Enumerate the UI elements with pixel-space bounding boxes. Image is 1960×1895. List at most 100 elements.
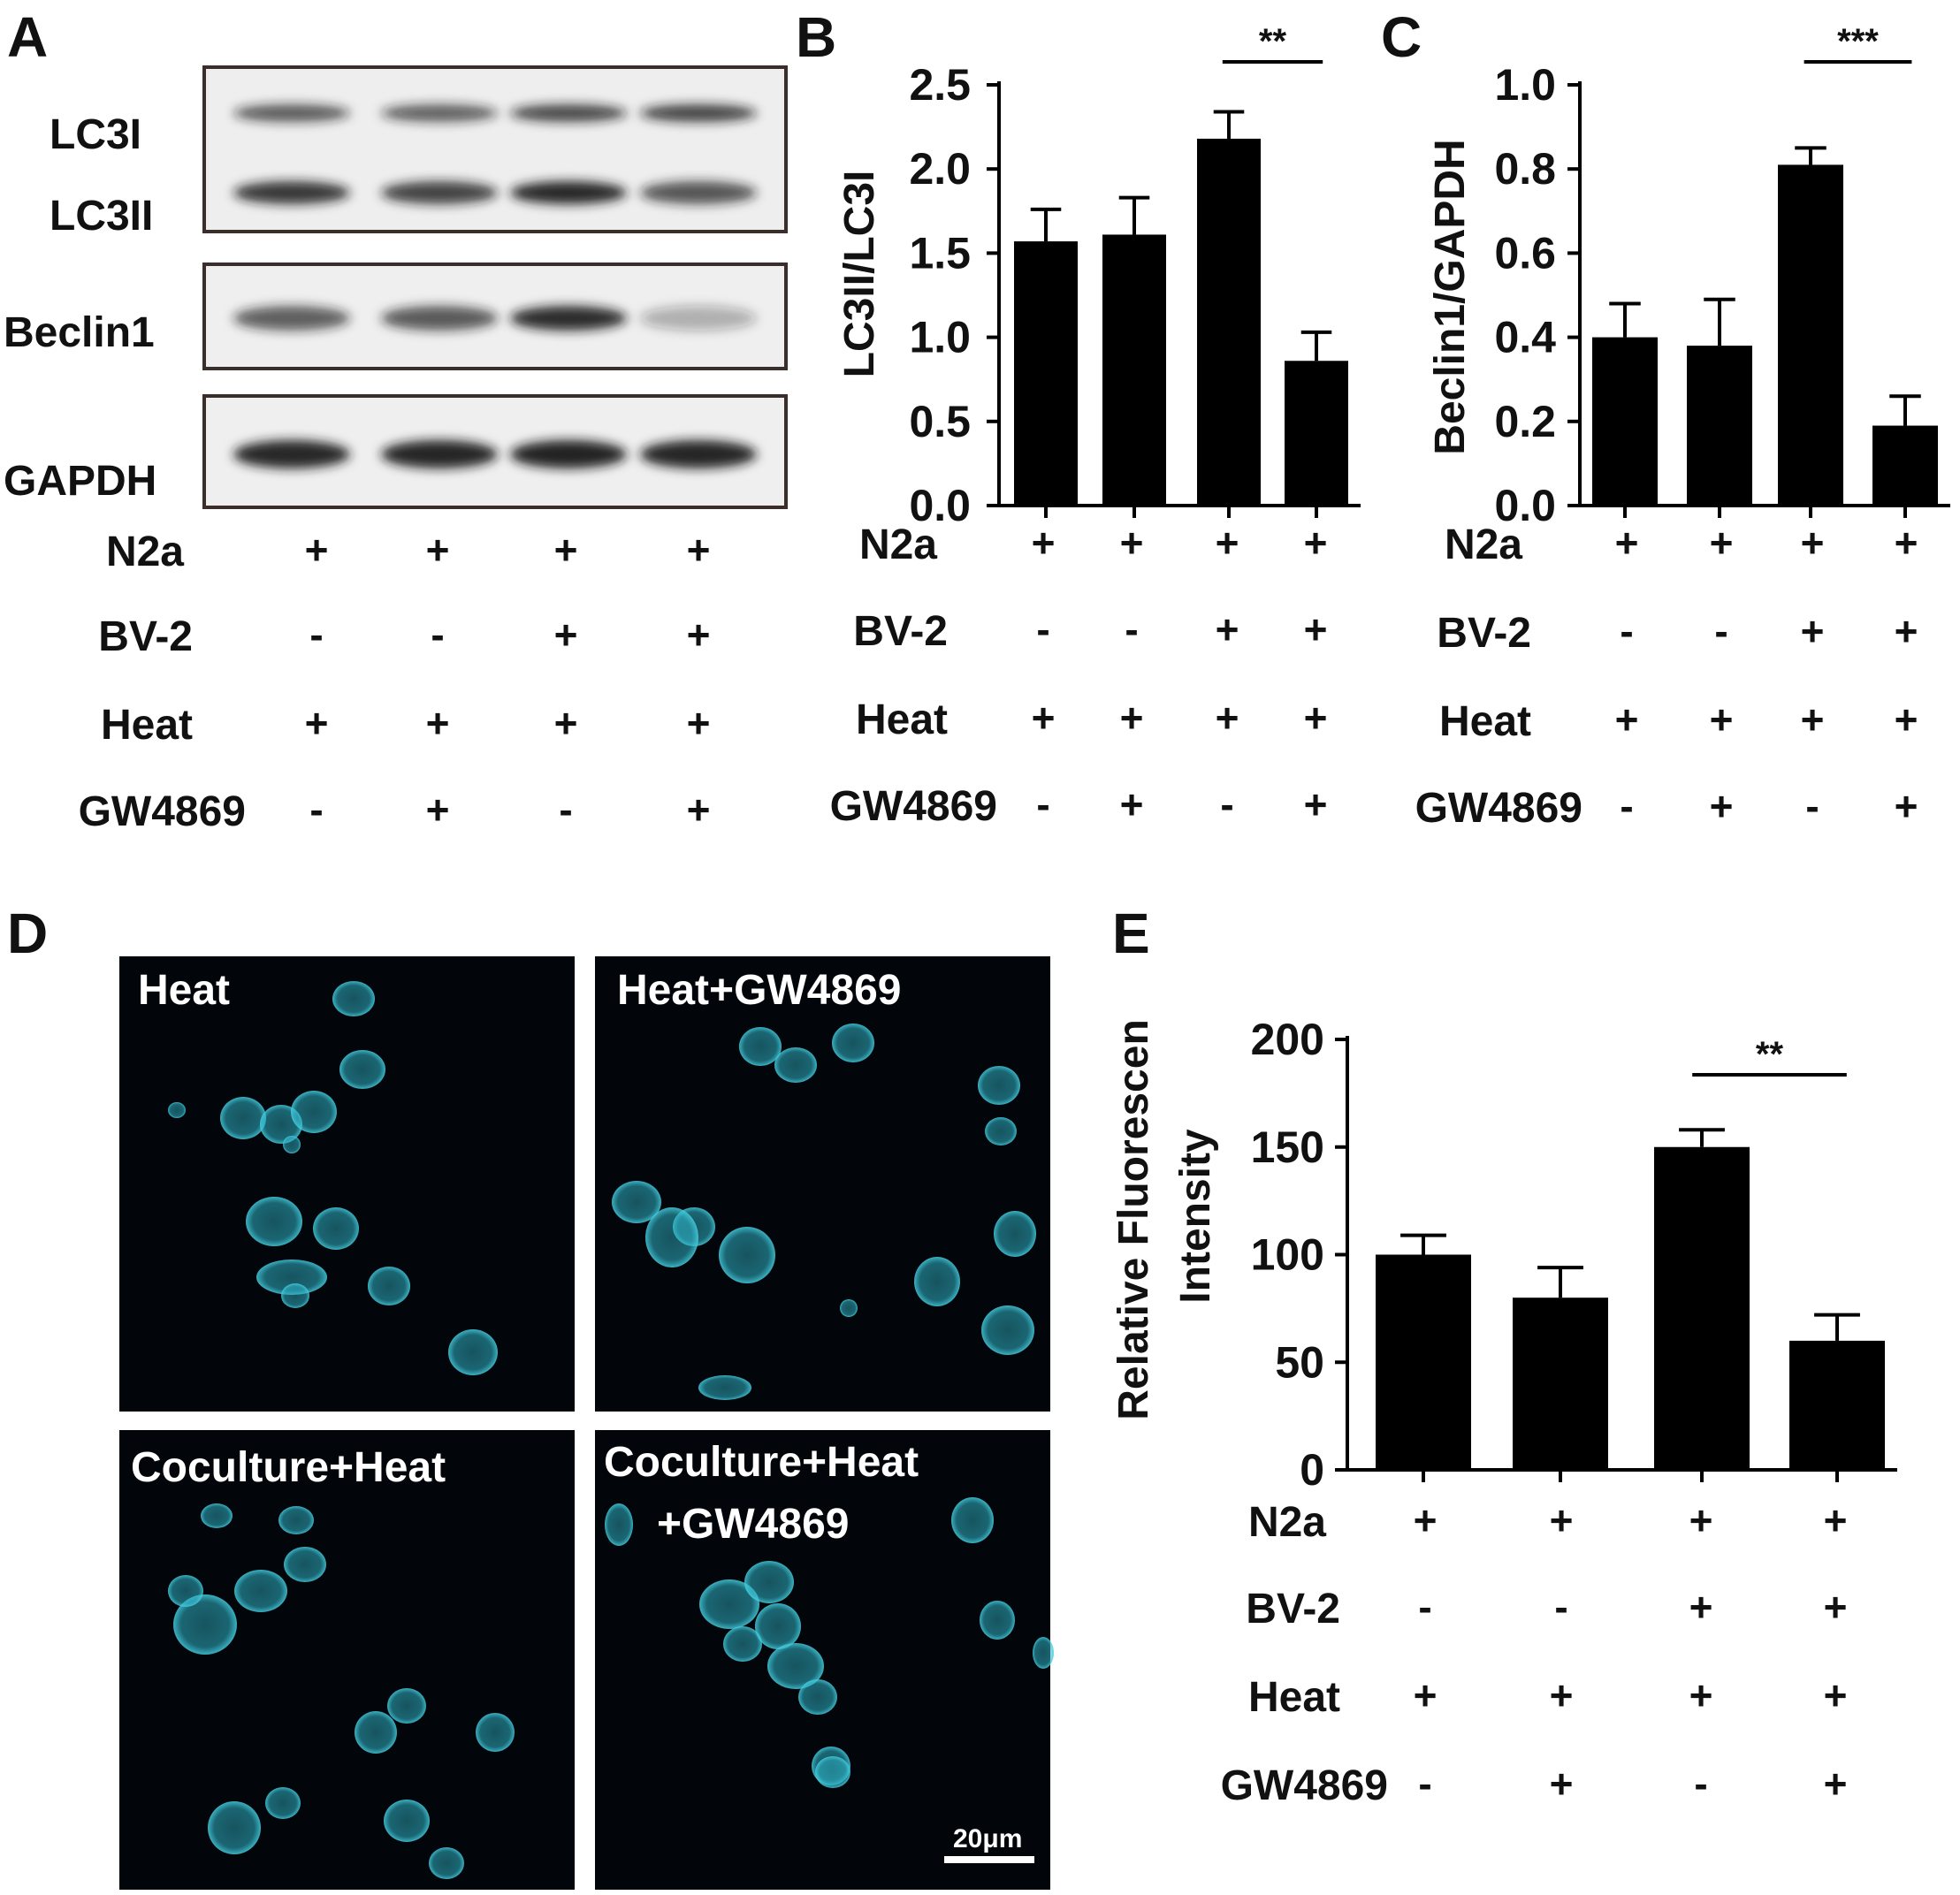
cell — [978, 1066, 1020, 1105]
cell — [355, 1711, 397, 1754]
chart-e-bar — [1654, 1146, 1750, 1470]
cell — [981, 1305, 1034, 1355]
condition-sign: + — [554, 700, 578, 746]
cell — [291, 1091, 337, 1133]
condition-sign: + — [687, 700, 711, 746]
blot-band — [381, 181, 498, 204]
cell — [699, 1579, 759, 1629]
condition-sign: + — [1550, 1761, 1574, 1807]
chart-b-ytick-label: 2.0 — [909, 144, 971, 194]
cell — [798, 1679, 837, 1715]
micrograph-title-coculture-heat: Coculture+Heat — [131, 1444, 446, 1491]
condition-sign: + — [1710, 696, 1734, 742]
chart-c-ytick-label: 0.6 — [1494, 228, 1556, 278]
chart-b-ytick-label: 1.5 — [909, 228, 971, 278]
blot-label-beclin1: Beclin1 — [4, 309, 155, 356]
condition-table-c: N2a + + + +BV-2- - + +Heat + + + +GW4869- + - + — [1415, 520, 1918, 832]
chart-e-ytick-label: 150 — [1251, 1123, 1324, 1172]
condition-sign: - — [559, 787, 572, 833]
condition-sign: + — [1801, 696, 1825, 742]
condition-name: BV-2 — [98, 613, 193, 660]
condition-sign: + — [1414, 1497, 1438, 1543]
cell — [774, 1047, 817, 1083]
micrograph-title-heat-gw4869: Heat+GW4869 — [617, 967, 902, 1014]
condition-table-b: N2a + + + +BV-2- - + +Heat + + + +GW4869- + - + — [830, 520, 1328, 830]
blot-band — [510, 440, 627, 468]
blot-label-gapdh: GAPDH — [4, 458, 156, 505]
chart-e-ytick-label: 0 — [1300, 1445, 1324, 1495]
chart-b-significance-label: ** — [1259, 22, 1287, 61]
condition-sign: + — [687, 612, 711, 658]
cell — [234, 1570, 287, 1612]
blot-band — [381, 306, 498, 331]
condition-sign: + — [426, 700, 450, 746]
cells-coculture-heat-gw4869 — [605, 1497, 1054, 1788]
cell — [605, 1503, 633, 1546]
chart-b-ytick-label: 1.0 — [909, 313, 971, 362]
blot-band — [233, 181, 350, 204]
cell — [387, 1688, 426, 1724]
condition-sign: - — [1036, 606, 1049, 652]
bar-chart-fluorescence-intensity: 0 50 100 150 200 ** Relative Fluorescen Intensi… — [1110, 1015, 1897, 1495]
cell — [281, 1283, 309, 1308]
condition-name: Heat — [1439, 698, 1531, 745]
condition-sign: + — [1216, 520, 1239, 566]
micrograph-coculture-heat — [119, 1430, 575, 1890]
condition-sign: - — [1125, 606, 1138, 652]
panel-label-e: E — [1112, 902, 1150, 965]
cell — [332, 981, 375, 1016]
cell — [985, 1117, 1017, 1145]
blot-band — [640, 104, 757, 122]
condition-sign: + — [1824, 1584, 1848, 1630]
condition-sign: + — [1824, 1497, 1848, 1543]
bar-chart-beclin1-gapdh: 0.0 0.2 0.4 0.6 0.8 1.0 *** Beclin1/GAPDH — [1427, 22, 1950, 530]
condition-name: Heat — [856, 696, 948, 743]
condition-name: GW4869 — [1221, 1762, 1388, 1809]
blot-band — [233, 306, 350, 331]
condition-sign: + — [1710, 520, 1734, 566]
cell — [265, 1787, 301, 1819]
cell — [384, 1800, 430, 1842]
scale-bar-label: 20μm — [953, 1824, 1022, 1853]
cell — [246, 1197, 302, 1246]
cell — [951, 1497, 994, 1543]
chart-b-bar — [1102, 234, 1166, 506]
condition-sign: + — [1216, 695, 1239, 741]
cell — [994, 1211, 1036, 1257]
panel-label-b: B — [796, 5, 836, 69]
condition-sign: + — [1032, 520, 1056, 566]
cell — [278, 1506, 314, 1534]
cell — [612, 1181, 661, 1223]
chart-b-bar — [1014, 241, 1078, 506]
cell — [840, 1299, 858, 1317]
condition-sign: + — [687, 527, 711, 573]
condition-sign: + — [1895, 696, 1918, 742]
chart-e-ytick-label: 200 — [1251, 1015, 1324, 1064]
cell — [256, 1260, 327, 1295]
cell — [1033, 1637, 1054, 1669]
blot-label-lc3ii: LC3II — [50, 193, 153, 240]
condition-name: GW4869 — [830, 783, 997, 830]
condition-sign: + — [1824, 1672, 1848, 1718]
bands-gapdh — [233, 440, 757, 468]
condition-name: BV-2 — [1246, 1586, 1340, 1632]
cell — [339, 1050, 385, 1089]
chart-b-ytick-label: 2.5 — [909, 60, 971, 110]
chart-c-bar — [1687, 346, 1752, 506]
condition-sign: + — [554, 612, 578, 658]
cell — [208, 1801, 261, 1854]
cells-heat-gw4869 — [612, 1024, 1036, 1400]
micrograph-title-gw4869-line2: +GW4869 — [657, 1501, 849, 1548]
condition-sign: - — [1554, 1584, 1567, 1630]
chart-e-ylabel-line2: Intensity — [1172, 1129, 1219, 1304]
chart-b-bar — [1285, 361, 1348, 506]
chart-c-ytick-label: 0.8 — [1494, 144, 1556, 194]
cell — [815, 1756, 850, 1788]
cell — [368, 1267, 410, 1305]
cell — [739, 1027, 782, 1066]
condition-sign: + — [426, 787, 450, 833]
bar-chart-lc3ii-lc3i: 0.0 0.5 1.0 1.5 2.0 2.5 ** LC3II/LC3I — [836, 22, 1361, 530]
condition-sign: + — [1550, 1497, 1574, 1543]
chart-c-bar — [1778, 164, 1843, 506]
condition-sign: + — [1801, 520, 1825, 566]
